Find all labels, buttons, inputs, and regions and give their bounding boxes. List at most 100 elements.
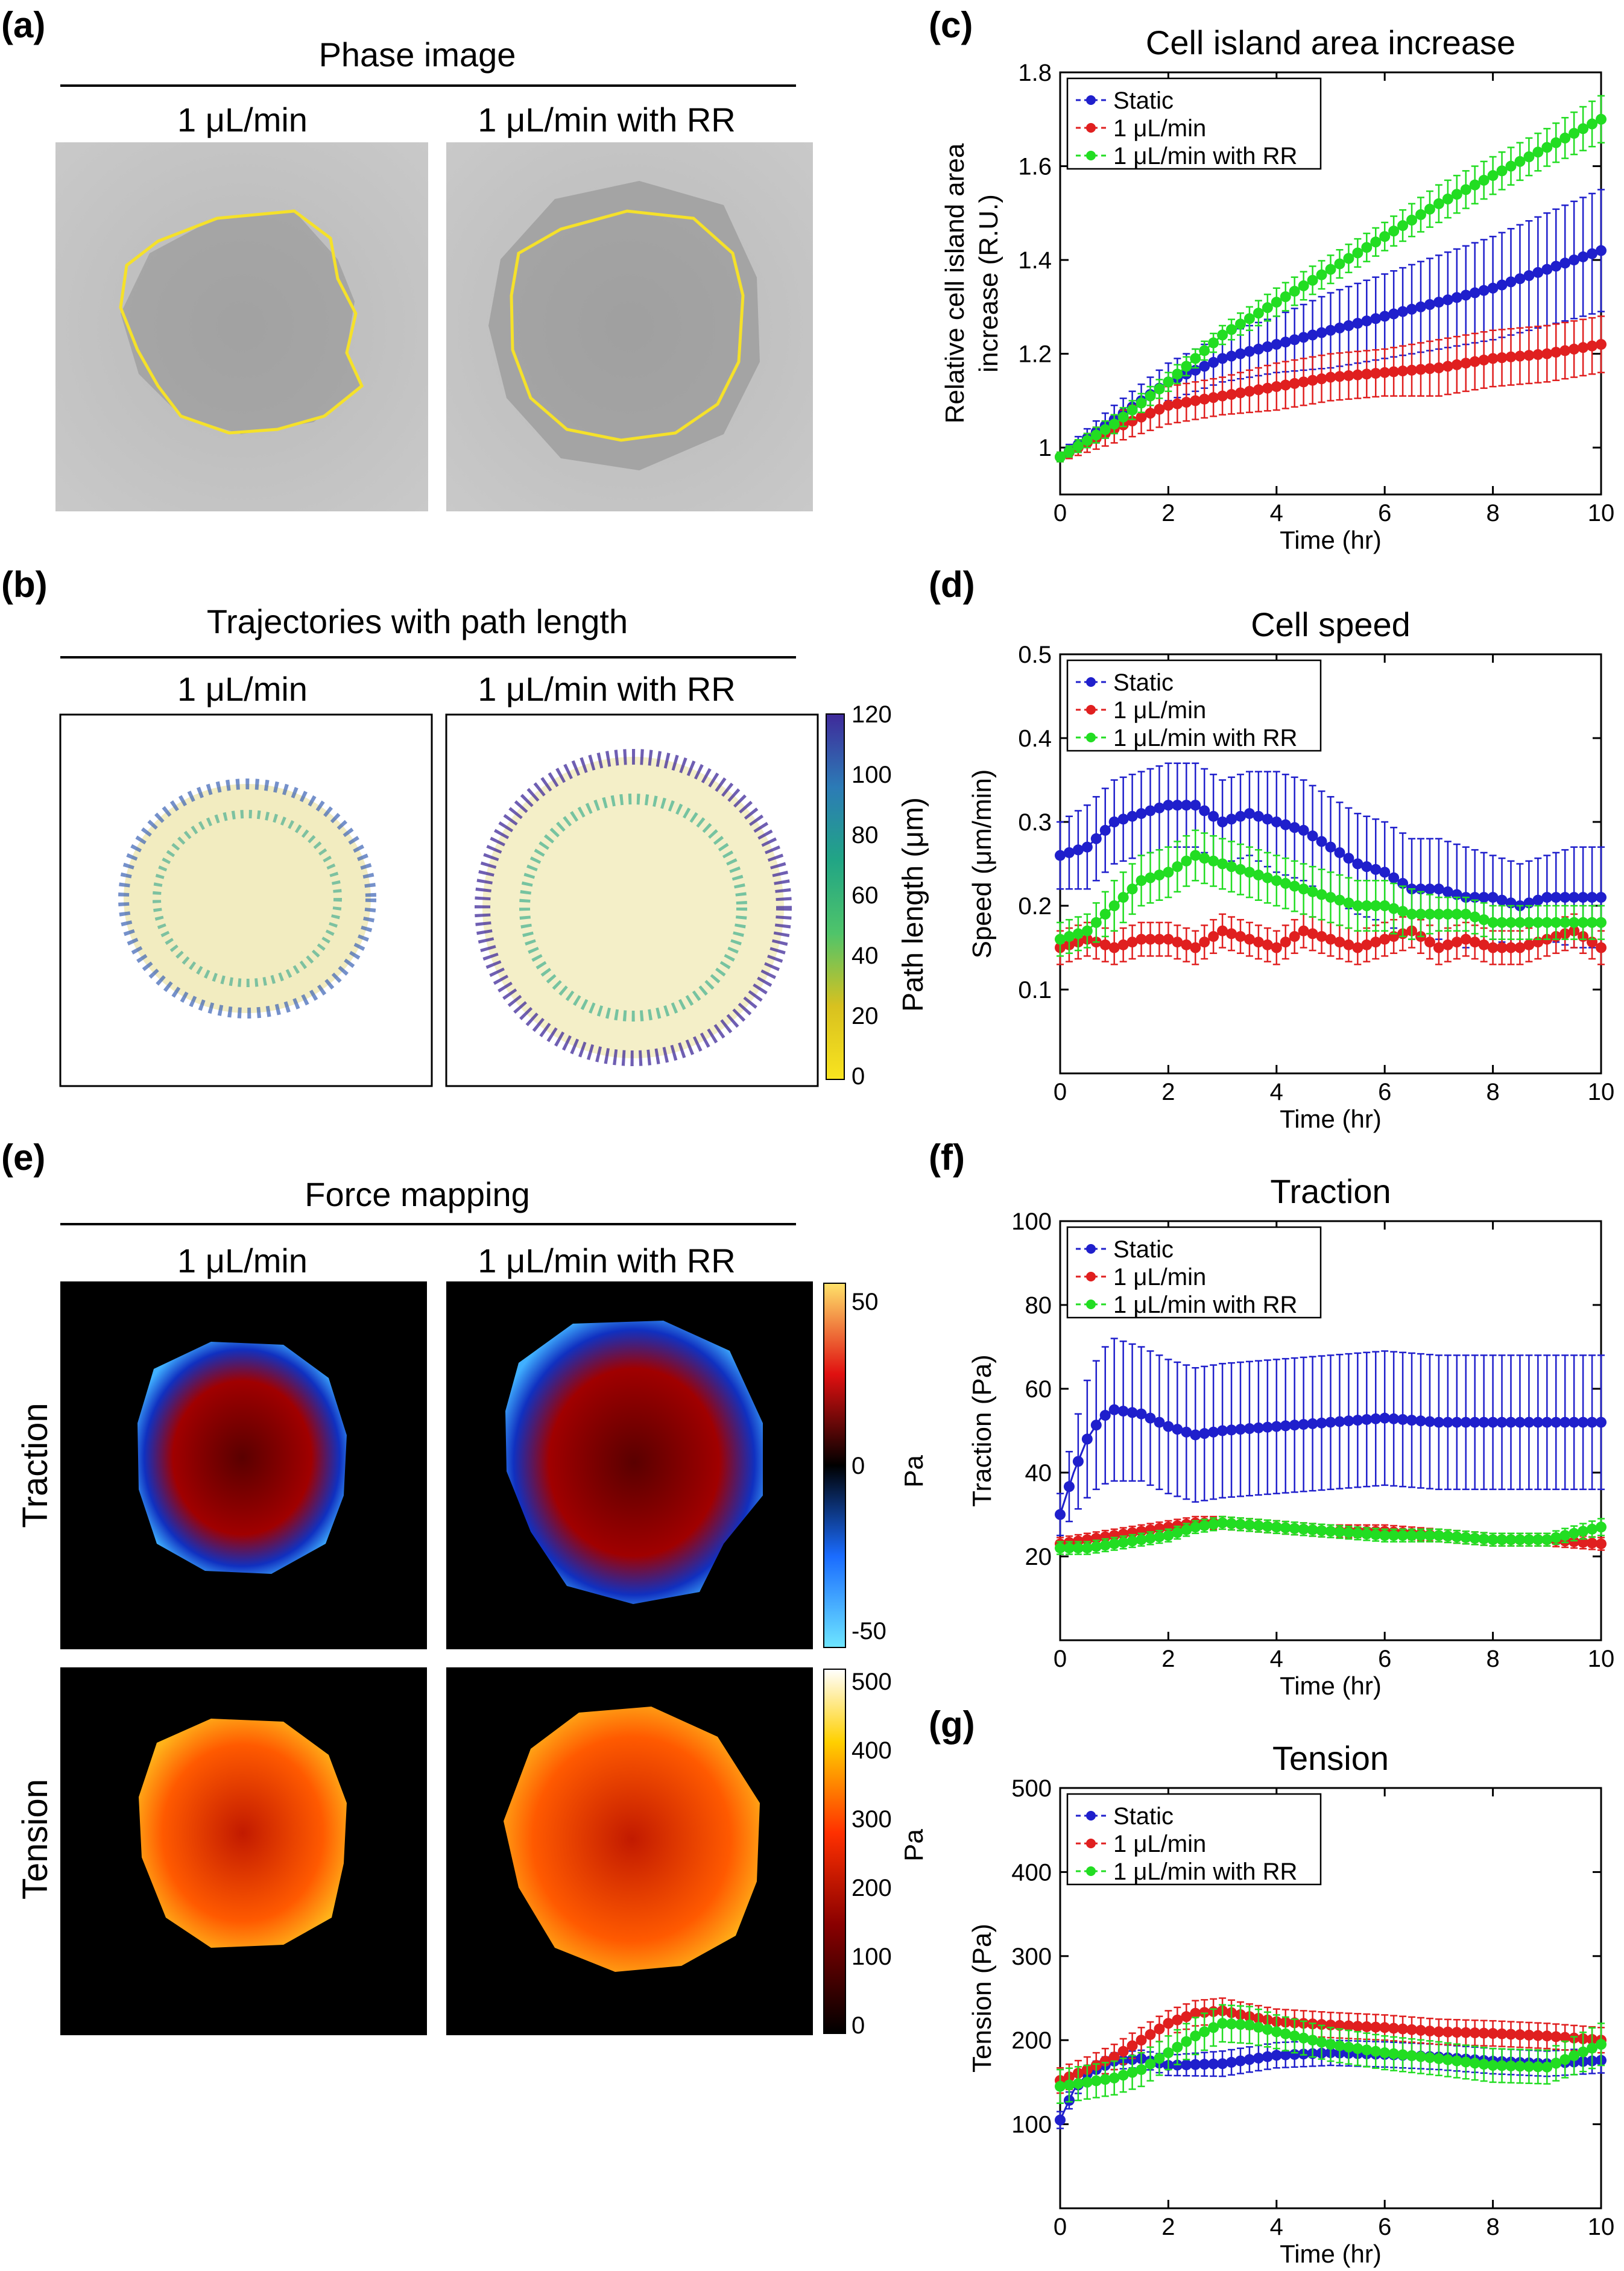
- data-point: [1055, 451, 1066, 463]
- path-length-colorbar: [826, 713, 845, 1080]
- data-point: [1569, 892, 1580, 903]
- data-point: [1235, 387, 1246, 399]
- data-point: [1117, 1537, 1129, 1548]
- data-point: [1253, 308, 1264, 319]
- data-point: [1433, 2053, 1444, 2064]
- panel-label-b: (b): [1, 564, 48, 605]
- data-point: [1532, 1534, 1544, 1546]
- data-point: [1361, 861, 1373, 873]
- chart-title: Cell speed: [1251, 605, 1411, 643]
- data-point: [1063, 446, 1075, 457]
- legend-marker: [1086, 95, 1096, 105]
- data-point: [1145, 408, 1156, 419]
- panel-label-c: (c): [929, 5, 973, 45]
- data-point: [1596, 942, 1607, 953]
- data-point: [1379, 2047, 1391, 2059]
- path-length-colorbar-ticks: 120 100 80 60 40 20 0: [851, 701, 892, 1090]
- data-point: [1099, 908, 1111, 920]
- row-label-tension: Tension: [16, 1779, 55, 1900]
- data-point: [1163, 400, 1174, 411]
- panel-e-title: Force mapping: [305, 1175, 530, 1213]
- data-point: [1172, 398, 1183, 409]
- data-point: [1163, 2018, 1174, 2029]
- cb-traction-tick: -50: [851, 1618, 886, 1644]
- data-point: [1523, 151, 1535, 162]
- data-point: [1271, 2026, 1282, 2038]
- data-point: [1460, 1532, 1471, 1543]
- data-point: [1334, 322, 1345, 333]
- chart-tension: Tension 0 2 4 6 8 10 100 200 300 400 500 Time (hr) Te…: [967, 1739, 1614, 2268]
- y-axis-label: increase (R.U.): [974, 194, 1003, 373]
- data-point: [1289, 2048, 1300, 2060]
- x-tick-label: 8: [1486, 2214, 1499, 2240]
- data-point: [1361, 900, 1373, 911]
- data-point: [1397, 306, 1409, 317]
- data-point: [1108, 419, 1120, 430]
- data-point: [1514, 1534, 1526, 1546]
- data-point: [1478, 914, 1490, 926]
- data-point: [1154, 1531, 1165, 1543]
- y-tick-label: 80: [1025, 1292, 1052, 1319]
- data-point: [1316, 2036, 1327, 2048]
- data-point: [1379, 1530, 1391, 1541]
- data-point: [1587, 248, 1598, 259]
- data-point: [1569, 1527, 1580, 1539]
- data-point: [1523, 270, 1535, 282]
- data-point: [1415, 209, 1426, 220]
- data-point: [1505, 276, 1517, 288]
- data-point: [1226, 1424, 1237, 1436]
- legend-marker: [1086, 677, 1096, 687]
- data-point: [1072, 1456, 1084, 1467]
- data-point: [1280, 1522, 1291, 1533]
- data-point: [1379, 367, 1391, 378]
- traction-colorbar-ticks: 50 0 -50: [851, 1289, 886, 1644]
- data-point: [1424, 908, 1435, 920]
- data-point: [1108, 2072, 1120, 2083]
- data-point: [1388, 872, 1400, 883]
- data-point: [1433, 1417, 1444, 1428]
- island-contour-left: [119, 209, 364, 435]
- data-point: [1235, 318, 1246, 330]
- data-point: [1433, 198, 1444, 209]
- data-point: [1243, 867, 1255, 878]
- data-point: [1370, 2021, 1382, 2033]
- data-point: [1505, 1417, 1517, 1428]
- data-point: [1307, 1418, 1318, 1429]
- data-point: [1370, 236, 1382, 248]
- y-axis-label: Tension (Pa): [967, 1924, 997, 2073]
- y-axis-label: Relative cell island area: [940, 143, 970, 423]
- x-tick-label: 8: [1486, 500, 1499, 526]
- cb-path-tick: 120: [851, 701, 892, 728]
- data-point: [1559, 345, 1571, 356]
- data-point: [1081, 841, 1093, 853]
- data-point: [1587, 2042, 1598, 2054]
- data-point: [1271, 297, 1282, 308]
- data-point: [1496, 1417, 1508, 1428]
- legend-marker: [1086, 1244, 1096, 1254]
- data-point: [1243, 385, 1255, 397]
- tension-colorbar: [823, 1669, 846, 2034]
- data-point: [1596, 892, 1607, 903]
- data-point: [1550, 1532, 1562, 1543]
- data-point: [1370, 1529, 1382, 1541]
- data-point: [1253, 870, 1264, 881]
- traction-colorbar: [823, 1283, 846, 1648]
- data-point: [1108, 816, 1120, 827]
- data-point: [1578, 1417, 1589, 1428]
- data-point: [1190, 850, 1201, 861]
- data-point: [1532, 147, 1544, 158]
- legend-label: 1 μL/min with RR: [1113, 143, 1297, 169]
- data-point: [1163, 1421, 1174, 1432]
- data-point: [1343, 1415, 1354, 1427]
- data-point: [1478, 2059, 1490, 2070]
- data-point: [1055, 1509, 1066, 1520]
- data-point: [1442, 2026, 1453, 2038]
- data-point: [1361, 315, 1373, 327]
- y-tick-label: 40: [1025, 1460, 1052, 1486]
- data-point: [1090, 1541, 1102, 1552]
- data-point: [1199, 393, 1210, 405]
- data-point: [1154, 933, 1165, 945]
- legend-label: 1 μL/min: [1113, 1264, 1206, 1290]
- series-0: [1055, 189, 1607, 463]
- x-axis-label: Time (hr): [1280, 1105, 1382, 1133]
